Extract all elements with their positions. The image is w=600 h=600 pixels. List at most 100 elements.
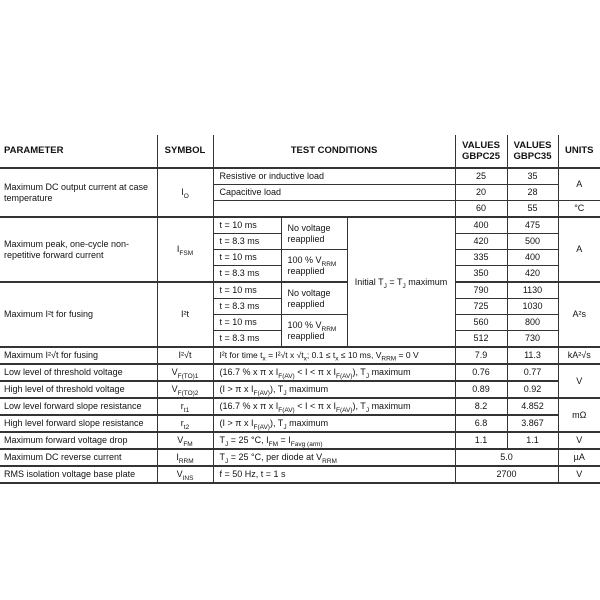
unit-cell: °C [557, 200, 600, 218]
time-condition-cell: t = 8.3 ms [212, 233, 282, 250]
value-gbpc25: 60 [454, 200, 508, 218]
value-gbpc25: 790 [454, 281, 508, 299]
value-gbpc25: 0.89 [454, 380, 508, 399]
value-gbpc25: 420 [454, 233, 508, 250]
table-row: Maximum peak, one-cycle non-repetitive f… [0, 216, 600, 348]
condition-cell [212, 200, 456, 218]
condition-cell: (16.7 % x π x IF(AV) < I < π x IF(AV)), … [212, 363, 456, 382]
reapplied-condition-cell: 100 % VRRM reapplied [280, 249, 348, 283]
value-gbpc35: 1.1 [506, 431, 559, 450]
table-row: Maximum DC reverse current IRRM TJ = 25 … [0, 448, 600, 467]
reapplied-condition-cell: No voltage reapplied [280, 216, 348, 250]
time-condition-cell: t = 8.3 ms [212, 265, 282, 283]
value-gbpc25: 1.1 [454, 431, 508, 450]
time-condition-cell: t = 10 ms [212, 249, 282, 266]
table-row: Maximum I²t for fusing I²t t = 10 ms No … [0, 281, 600, 348]
value-gbpc35: 4.852 [506, 397, 559, 416]
condition-cell: TJ = 25 °C, IFM = IFavg (arm) [212, 431, 456, 450]
time-condition-cell: t = 10 ms [212, 281, 282, 299]
parameter-cell: Maximum DC output current at case temper… [0, 167, 158, 218]
value-gbpc35: 420 [506, 265, 559, 283]
value-gbpc25: 20 [454, 184, 508, 201]
time-condition-cell: t = 8.3 ms [212, 298, 282, 315]
condition-cell: TJ = 25 °C, per diode at VRRM [212, 448, 456, 467]
value-gbpc25: 6.8 [454, 414, 508, 433]
table-row: High level of threshold voltage VF(TO)2 … [0, 380, 600, 399]
header-symbol: SYMBOL [156, 135, 214, 169]
reapplied-condition-cell: 100 % VRRM reapplied [280, 314, 348, 348]
value-gbpc25: 512 [454, 330, 508, 348]
header-values-label: VALUES [462, 139, 500, 151]
table-row: t = 10 ms 100 % VRRM reapplied 335 400 [0, 249, 600, 283]
time-condition-cell: t = 10 ms [212, 216, 282, 234]
value-gbpc35: 28 [506, 184, 559, 201]
table-row: t = 8.3 ms 350 420 [0, 265, 600, 283]
value-gbpc25: 350 [454, 265, 508, 283]
table-row: Maximum DC output current at case temper… [0, 167, 600, 218]
table-row: Low level forward slope resistance rt1 (… [0, 397, 600, 433]
value-gbpc25: 335 [454, 249, 508, 266]
value-gbpc35: 0.92 [506, 380, 559, 399]
header-values-gbpc25: VALUES GBPC25 [454, 135, 508, 169]
header-test-conditions: TEST CONDITIONS [212, 135, 456, 169]
parameter-cell: Maximum I²√t for fusing [0, 346, 158, 365]
parameter-cell: High level forward slope resistance [0, 414, 158, 433]
condition-cell: (16.7 % x π x IF(AV) < I < π x IF(AV)), … [212, 397, 456, 416]
unit-cell: V [557, 465, 600, 484]
parameter-cell: Low level forward slope resistance [0, 397, 158, 416]
table-row: Low level of threshold voltage VF(TO)1 (… [0, 363, 600, 399]
parameter-cell: High level of threshold voltage [0, 380, 158, 399]
parameter-cell: Maximum forward voltage drop [0, 431, 158, 450]
condition-cell: Capacitive load [212, 184, 456, 201]
unit-cell: V [557, 431, 600, 450]
header-gbpc35-label: GBPC35 [513, 151, 552, 162]
value-gbpc25: 400 [454, 216, 508, 234]
value-merged: 2700 [454, 465, 559, 484]
unit-cell: µA [557, 448, 600, 467]
unit-cell: kA²√s [557, 346, 600, 365]
ratings-table: PARAMETER SYMBOL TEST CONDITIONS VALUES … [0, 135, 600, 484]
symbol-cell: IO [156, 167, 214, 218]
time-condition-cell: t = 10 ms [212, 314, 282, 331]
symbol-cell: VF(TO)2 [156, 380, 214, 399]
header-units: UNITS [557, 135, 600, 169]
condition-cell: (I > π x IF(AV)), TJ maximum [212, 414, 456, 433]
time-condition-cell: t = 8.3 ms [212, 330, 282, 348]
symbol-cell: I²√t [156, 346, 214, 365]
condition-cell: f = 50 Hz, t = 1 s [212, 465, 456, 484]
symbol-cell: IRRM [156, 448, 214, 467]
value-gbpc35: 500 [506, 233, 559, 250]
reapplied-condition-cell: No voltage reapplied [280, 281, 348, 315]
value-gbpc35: 1030 [506, 298, 559, 315]
unit-cell: A [557, 216, 600, 283]
condition-cell: I²t for time tx = I²√t x √tx; 0.1 ≤ tx ≤… [212, 346, 456, 365]
table-row: Maximum I²√t for fusing I²√t I²t for tim… [0, 346, 600, 365]
value-gbpc35: 1130 [506, 281, 559, 299]
value-gbpc35: 400 [506, 249, 559, 266]
table-row: High level forward slope resistance rt2 … [0, 414, 600, 433]
symbol-cell: VINS [156, 465, 214, 484]
value-gbpc35: 800 [506, 314, 559, 331]
table-row: Capacitive load 20 28 [0, 184, 600, 201]
value-gbpc25: 7.9 [454, 346, 508, 365]
value-gbpc35: 11.3 [506, 346, 559, 365]
initial-tj-cell: Initial TJ = TJ maximum [346, 216, 456, 348]
unit-cell: V [557, 363, 600, 399]
value-gbpc35: 55 [506, 200, 559, 218]
symbol-cell: I²t [156, 281, 214, 348]
value-gbpc25: 560 [454, 314, 508, 331]
parameter-cell: Maximum I²t for fusing [0, 281, 158, 348]
table-row: t = 10 ms 100 % VRRM reapplied 560 800 [0, 314, 600, 348]
header-gbpc25-label: GBPC25 [461, 151, 500, 162]
value-gbpc25: 8.2 [454, 397, 508, 416]
condition-cell: (I > π x IF(AV)), TJ maximum [212, 380, 456, 399]
symbol-cell: VFM [156, 431, 214, 450]
value-gbpc35: 0.77 [506, 363, 559, 382]
parameter-cell: Maximum DC reverse current [0, 448, 158, 467]
value-gbpc25: 0.76 [454, 363, 508, 382]
parameter-cell: Low level of threshold voltage [0, 363, 158, 382]
value-gbpc35: 35 [506, 167, 559, 185]
value-gbpc35: 3.867 [506, 414, 559, 433]
unit-cell: mΩ [557, 397, 600, 433]
